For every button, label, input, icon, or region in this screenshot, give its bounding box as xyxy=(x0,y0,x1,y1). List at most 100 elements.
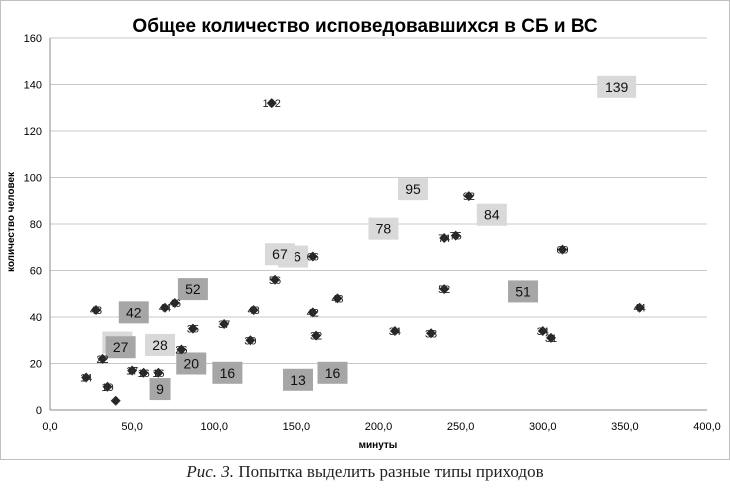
point-marker xyxy=(426,328,437,339)
point-marker xyxy=(545,332,556,343)
boxed-labels: 1399584786667515242292728201616139 xyxy=(102,75,637,401)
point-marker xyxy=(169,298,180,309)
point-marker xyxy=(450,230,461,241)
point-marker xyxy=(311,330,322,341)
label-box xyxy=(212,361,243,384)
point-marker xyxy=(332,293,343,304)
figure-caption-text: Попытка выделить разные типы приходов xyxy=(238,462,544,481)
label-box xyxy=(597,75,637,98)
point-label: 31 xyxy=(545,333,557,345)
label-box xyxy=(476,203,507,226)
point-marker xyxy=(463,191,474,202)
boxed-value-label: 13 xyxy=(290,372,306,388)
point-marker xyxy=(634,302,645,313)
point-label: 33 xyxy=(425,328,437,340)
x-tick-label: 150,0 xyxy=(283,421,311,433)
point-marker xyxy=(248,305,259,316)
x-tick-label: 50,0 xyxy=(121,421,142,433)
x-tick-label: 100,0 xyxy=(200,421,228,433)
point-label: 66 xyxy=(307,252,319,264)
boxed-value-label: 16 xyxy=(325,365,341,381)
point-label: 56 xyxy=(269,275,281,287)
point-marker xyxy=(219,318,230,329)
x-tick-label: 200,0 xyxy=(365,421,393,433)
point-marker xyxy=(439,284,450,295)
label-box xyxy=(177,278,208,301)
point-marker xyxy=(187,323,198,334)
x-axis-label: минуты xyxy=(359,440,398,451)
label-box xyxy=(508,280,539,303)
point-label: 17 xyxy=(126,365,138,377)
y-tick-label: 80 xyxy=(30,219,42,231)
point-marker xyxy=(266,98,277,109)
point-label: 30 xyxy=(244,335,256,347)
boxed-value-label: 20 xyxy=(183,356,199,372)
point-label: 16 xyxy=(137,368,149,380)
scatter-chart: Общее количество исповедовавшихся в СБ и… xyxy=(0,0,730,460)
boxed-value-label: 78 xyxy=(376,221,392,237)
point-marker xyxy=(270,274,281,285)
point-marker xyxy=(537,325,548,336)
point-label: 4 xyxy=(113,396,119,408)
figure-label: Рис. 3. xyxy=(186,462,235,481)
label-box xyxy=(149,378,171,401)
boxed-value-label: 27 xyxy=(113,339,129,355)
point-label: 10 xyxy=(101,382,113,394)
point-marker xyxy=(127,365,138,376)
point-marker xyxy=(176,344,187,355)
boxed-value-label: 67 xyxy=(272,246,288,262)
boxed-value-label: 16 xyxy=(220,365,236,381)
label-box xyxy=(176,352,207,375)
boxed-value-label: 139 xyxy=(605,79,629,95)
point-marker xyxy=(307,251,318,262)
boxed-value-label: 52 xyxy=(185,281,201,297)
point-label: 43 xyxy=(248,305,260,317)
label-box xyxy=(264,243,295,266)
point-label: 34 xyxy=(389,326,401,338)
boxed-value-label: 51 xyxy=(515,283,531,299)
axes xyxy=(49,38,707,411)
point-label: 69 xyxy=(556,245,568,257)
y-tick-label: 20 xyxy=(30,359,42,371)
x-tick-label: 350,0 xyxy=(611,421,639,433)
x-tick-label: 250,0 xyxy=(447,421,475,433)
point-label: 75 xyxy=(450,231,462,243)
tick-labels: 0 20 40 60 80 100 120 140 160 0,0 50,0 100,0 150,0 20… xyxy=(24,33,721,433)
label-box xyxy=(368,217,399,240)
point-label: 26 xyxy=(175,345,187,357)
boxed-value-label: 42 xyxy=(126,304,142,320)
boxed-value-label: 28 xyxy=(152,337,168,353)
point-label: 48 xyxy=(331,293,343,305)
point-label: 37 xyxy=(218,319,230,331)
point-label: 92 xyxy=(463,191,475,203)
point-marker xyxy=(81,372,92,383)
point-label: 46 xyxy=(169,298,181,310)
boxed-value-label: 95 xyxy=(405,181,421,197)
y-tick-label: 60 xyxy=(30,266,42,278)
boxed-value-label: 9 xyxy=(156,381,164,397)
point-label: 35 xyxy=(187,324,199,336)
point-label: 74 xyxy=(438,233,450,245)
y-tick-label: 0 xyxy=(36,405,42,417)
point-marker xyxy=(102,381,113,392)
x-tick-label: 400,0 xyxy=(693,421,721,433)
point-marker xyxy=(90,305,101,316)
label-box xyxy=(283,368,314,391)
point-label: 132 xyxy=(263,98,281,110)
label-box xyxy=(105,336,136,359)
point-label: 43 xyxy=(90,305,102,317)
figure-caption: Рис. 3. Попытка выделить разные типы при… xyxy=(0,462,730,482)
point-marker xyxy=(557,244,568,255)
point-marker xyxy=(159,302,170,313)
y-tick-label: 40 xyxy=(30,312,42,324)
point-marker xyxy=(307,307,318,318)
point-marker xyxy=(245,335,256,346)
label-box xyxy=(118,301,149,324)
label-box xyxy=(317,361,348,384)
point-marker xyxy=(97,353,108,364)
chart-frame: Общее количество исповедовавшихся в СБ и… xyxy=(0,0,730,460)
chart-title: Общее количество исповедовавшихся в СБ и… xyxy=(132,16,597,37)
y-tick-label: 160 xyxy=(24,33,42,45)
y-tick-label: 140 xyxy=(24,80,42,92)
